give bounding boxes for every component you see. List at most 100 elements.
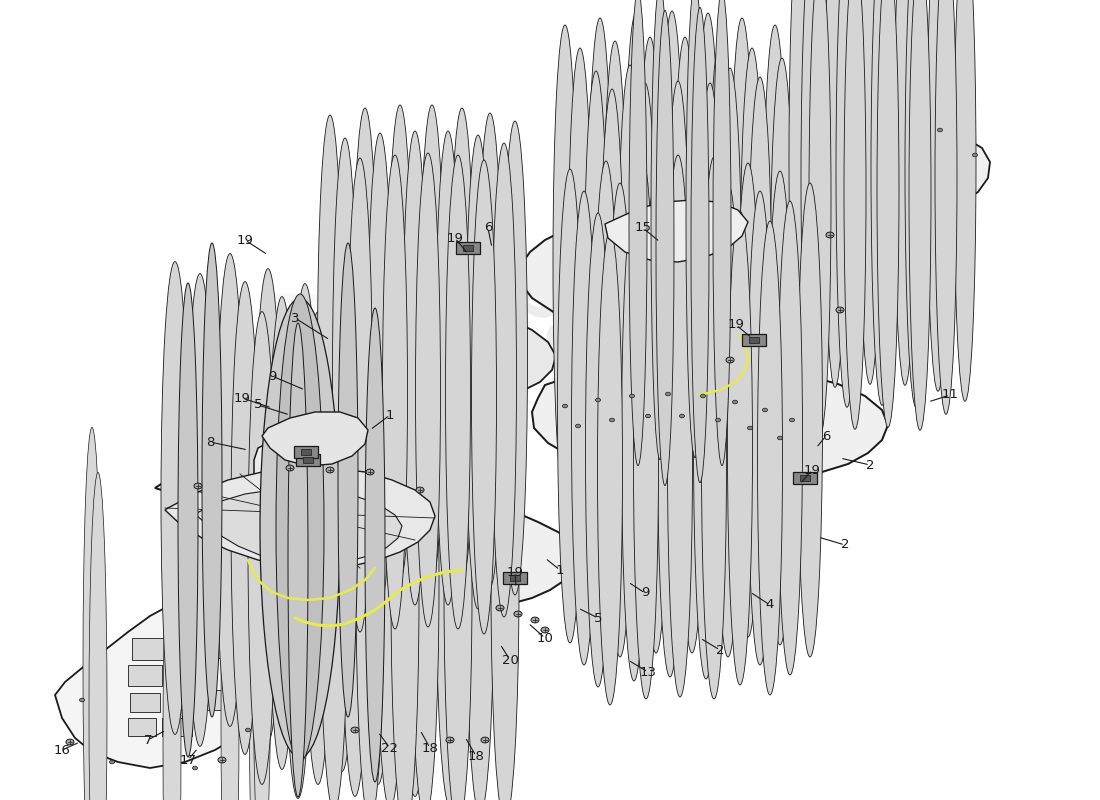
Text: 15: 15 — [635, 222, 651, 234]
Ellipse shape — [666, 155, 691, 629]
Polygon shape — [205, 690, 232, 710]
Ellipse shape — [798, 183, 823, 657]
Ellipse shape — [909, 0, 931, 430]
Polygon shape — [218, 638, 250, 658]
Polygon shape — [284, 305, 556, 410]
Ellipse shape — [304, 312, 332, 784]
Text: 2: 2 — [840, 538, 849, 551]
Text: 9: 9 — [641, 586, 649, 599]
Circle shape — [66, 739, 74, 745]
Ellipse shape — [668, 223, 693, 697]
Circle shape — [826, 232, 834, 238]
Polygon shape — [262, 412, 369, 466]
Text: 2: 2 — [866, 458, 874, 471]
Polygon shape — [155, 443, 578, 610]
Ellipse shape — [666, 81, 690, 555]
Ellipse shape — [644, 179, 669, 653]
Ellipse shape — [284, 326, 312, 798]
Ellipse shape — [292, 284, 319, 757]
Ellipse shape — [82, 427, 101, 800]
Text: 13: 13 — [639, 666, 657, 678]
Ellipse shape — [894, 0, 916, 386]
Text: 3: 3 — [290, 311, 299, 325]
Ellipse shape — [935, 0, 957, 414]
Ellipse shape — [824, 0, 846, 387]
Ellipse shape — [629, 0, 647, 466]
Ellipse shape — [763, 25, 786, 499]
Ellipse shape — [702, 225, 726, 699]
Ellipse shape — [713, 0, 732, 466]
Circle shape — [351, 727, 359, 733]
Ellipse shape — [632, 83, 657, 557]
Circle shape — [733, 400, 737, 404]
Ellipse shape — [492, 143, 517, 617]
Ellipse shape — [268, 297, 296, 770]
Ellipse shape — [202, 243, 222, 717]
Ellipse shape — [231, 282, 258, 754]
Polygon shape — [165, 468, 434, 568]
Text: 9: 9 — [267, 370, 276, 382]
Circle shape — [481, 737, 490, 743]
Ellipse shape — [621, 207, 647, 681]
Ellipse shape — [638, 37, 662, 511]
Circle shape — [680, 414, 684, 418]
Ellipse shape — [597, 231, 623, 705]
Ellipse shape — [954, 0, 976, 402]
Text: Ⓜ: Ⓜ — [262, 286, 354, 434]
Ellipse shape — [338, 243, 358, 717]
Ellipse shape — [618, 65, 642, 539]
Ellipse shape — [696, 13, 720, 487]
Text: 19: 19 — [233, 391, 251, 405]
Circle shape — [192, 766, 198, 770]
Ellipse shape — [801, 0, 823, 415]
Polygon shape — [510, 575, 520, 581]
Text: 11: 11 — [942, 389, 958, 402]
Ellipse shape — [778, 201, 803, 675]
Ellipse shape — [558, 169, 583, 643]
Circle shape — [575, 424, 581, 428]
Ellipse shape — [702, 157, 726, 631]
Text: 7: 7 — [144, 734, 152, 746]
Polygon shape — [605, 200, 748, 262]
Polygon shape — [294, 446, 318, 458]
Polygon shape — [55, 598, 280, 768]
Ellipse shape — [568, 48, 592, 522]
Text: 19: 19 — [507, 566, 524, 578]
Ellipse shape — [588, 18, 612, 492]
Polygon shape — [800, 475, 810, 481]
Ellipse shape — [221, 482, 239, 800]
Ellipse shape — [367, 133, 393, 607]
Ellipse shape — [793, 35, 817, 509]
Ellipse shape — [730, 18, 754, 492]
Circle shape — [666, 392, 671, 396]
Text: 16: 16 — [54, 743, 70, 757]
Ellipse shape — [736, 163, 760, 637]
Ellipse shape — [450, 108, 474, 582]
Text: 5: 5 — [594, 611, 602, 625]
Ellipse shape — [465, 135, 491, 609]
Circle shape — [790, 418, 794, 422]
Ellipse shape — [748, 191, 772, 665]
Ellipse shape — [748, 77, 772, 551]
Ellipse shape — [364, 312, 392, 784]
Text: 19: 19 — [447, 231, 463, 245]
Text: 5: 5 — [254, 398, 262, 411]
Ellipse shape — [877, 0, 899, 427]
Ellipse shape — [186, 274, 214, 746]
Text: 22: 22 — [382, 742, 398, 754]
Text: 19: 19 — [804, 463, 821, 477]
Ellipse shape — [503, 121, 528, 595]
Ellipse shape — [651, 0, 669, 460]
Circle shape — [531, 617, 539, 623]
Ellipse shape — [572, 191, 596, 665]
Ellipse shape — [656, 10, 674, 486]
Text: 2: 2 — [716, 643, 724, 657]
Circle shape — [937, 128, 943, 132]
Text: 6: 6 — [484, 222, 492, 234]
Ellipse shape — [254, 269, 282, 742]
Polygon shape — [296, 454, 320, 466]
Ellipse shape — [629, 156, 654, 630]
Ellipse shape — [444, 354, 472, 800]
Circle shape — [110, 760, 114, 764]
Ellipse shape — [844, 0, 866, 430]
